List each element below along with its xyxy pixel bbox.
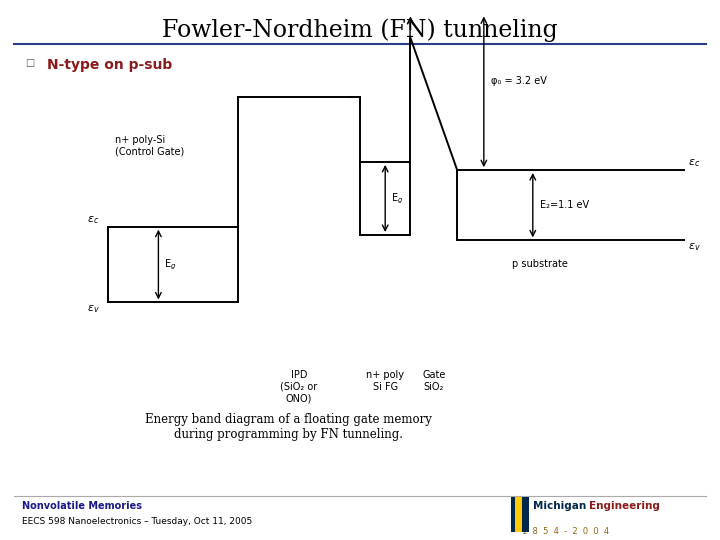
Text: p substrate: p substrate [512,259,568,269]
Bar [511,497,529,532]
Text: IPD
(SiO₂ or
ONO): IPD (SiO₂ or ONO) [280,370,318,403]
Text: □: □ [25,58,35,69]
Text: Nonvolatile Memories: Nonvolatile Memories [22,501,142,511]
Bar [515,497,522,532]
Text: Engineering: Engineering [589,501,660,511]
Text: EECS 598 Nanoelectronics – Tuesday, Oct 11, 2005: EECS 598 Nanoelectronics – Tuesday, Oct … [22,517,252,526]
Text: φ₀ = 3.2 eV: φ₀ = 3.2 eV [491,76,547,86]
Text: n+ poly-Si
(Control Gate): n+ poly-Si (Control Gate) [115,135,184,157]
Text: 1  8  5  4  -  2  0  0  4: 1 8 5 4 - 2 0 0 4 [521,526,609,536]
Text: N-type on p-sub: N-type on p-sub [47,58,172,72]
Text: $\varepsilon_c$: $\varepsilon_c$ [688,157,700,169]
Text: $\varepsilon_v$: $\varepsilon_v$ [688,241,701,253]
Text: E₂=1.1 eV: E₂=1.1 eV [540,200,589,210]
Text: n+ poly
Si FG: n+ poly Si FG [366,370,404,392]
Text: E$_g$: E$_g$ [391,191,403,206]
Text: E$_g$: E$_g$ [164,258,176,272]
Text: Fowler-Nordheim (FN) tunneling: Fowler-Nordheim (FN) tunneling [162,19,558,43]
Text: Energy band diagram of a floating gate memory
during programming by FN tunneling: Energy band diagram of a floating gate m… [145,413,431,441]
Text: $\varepsilon_v$: $\varepsilon_v$ [86,303,99,315]
Text: Gate
SiO₂: Gate SiO₂ [422,370,446,392]
Text: Michigan: Michigan [533,501,586,511]
Text: $\varepsilon_c$: $\varepsilon_c$ [87,214,99,226]
